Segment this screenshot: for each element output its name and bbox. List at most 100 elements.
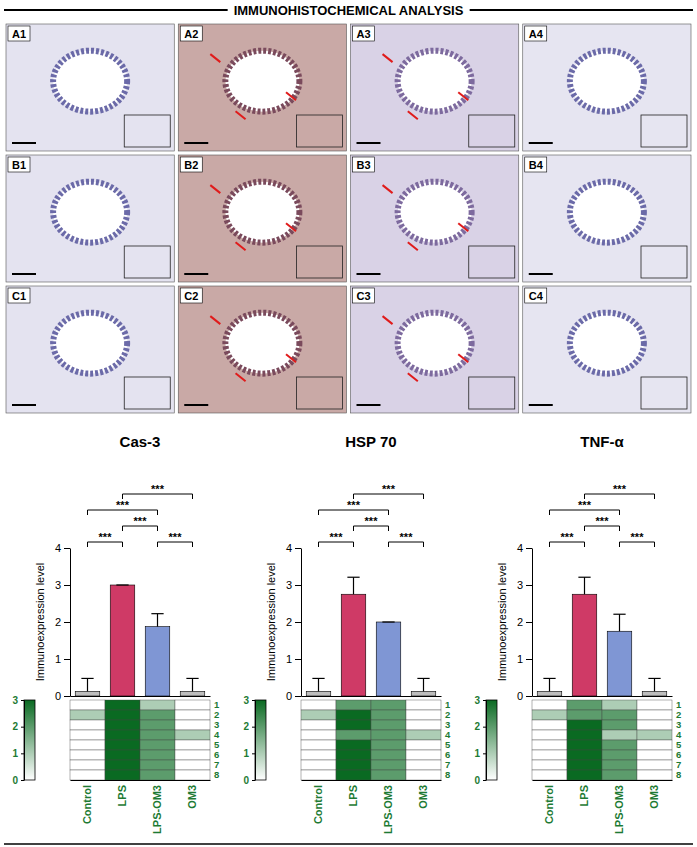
y-tick: 0 <box>517 690 532 702</box>
error-bar <box>417 678 429 691</box>
significance-label: *** <box>400 531 414 543</box>
colorbar-axis-line <box>24 701 25 781</box>
scale-bar <box>184 142 208 144</box>
heatmap-cell <box>336 750 371 760</box>
error-bar <box>613 614 625 631</box>
scale-bar <box>184 273 208 275</box>
category-tick: OM3 <box>417 780 429 809</box>
error-bar <box>543 678 555 691</box>
significance-bracket: *** <box>354 483 424 499</box>
x-axis-line <box>71 696 211 697</box>
colorbar-tick-mark <box>252 727 255 728</box>
significance-label: *** <box>365 515 379 527</box>
micrograph: B4 <box>523 155 691 282</box>
heatmap-cell <box>70 770 105 780</box>
y-axis: 01234 <box>517 542 533 702</box>
panel-label: C2 <box>184 290 198 302</box>
category-tick: Control <box>81 780 93 824</box>
heatmap-cell <box>532 710 567 720</box>
micrograph: A1 <box>6 24 174 151</box>
heatmap-cell <box>70 730 105 740</box>
heatmap-cell <box>602 730 637 740</box>
y-tick-label: 1 <box>286 653 292 665</box>
scale-bar <box>12 273 36 275</box>
y-axis-title: Immunoexpression level <box>265 563 277 682</box>
heatmap-cell <box>301 740 336 750</box>
y-tick-label: 0 <box>286 690 292 702</box>
significance-bracket: *** <box>123 515 158 531</box>
bar <box>145 627 170 696</box>
arrow <box>458 223 468 231</box>
heatmap-cell <box>70 750 105 760</box>
heatmap-cell <box>140 730 175 740</box>
inset <box>641 246 687 278</box>
heatmap-cell <box>175 760 210 770</box>
micrograph: C2 <box>178 286 346 413</box>
x-axis <box>533 696 673 697</box>
bar <box>341 594 366 696</box>
panel-label: B4 <box>529 159 544 171</box>
significance-bracket: *** <box>354 515 389 531</box>
heatmap-cell <box>140 740 175 750</box>
panel-label: C1 <box>12 290 26 302</box>
colorbar-tick: 3 <box>12 695 24 706</box>
panel-label-box <box>180 288 202 303</box>
category-label: LPS-OM3 <box>382 785 394 834</box>
heatmap-cell <box>567 740 602 750</box>
arrow <box>383 54 393 62</box>
heatmap <box>532 700 672 780</box>
micrograph: A3 <box>351 24 519 151</box>
y-tick-mark <box>295 548 301 549</box>
scale-bar <box>529 142 553 144</box>
colorbar-axis: 0123 <box>474 695 486 786</box>
y-tick: 2 <box>55 616 70 628</box>
significance-bracket: *** <box>550 531 585 547</box>
micrograph-image <box>178 24 346 151</box>
inset <box>124 246 170 278</box>
arrow <box>236 373 246 381</box>
y-tick: 4 <box>517 542 532 554</box>
y-tick-label: 3 <box>286 579 292 591</box>
y-tick-label: 0 <box>55 690 61 702</box>
y-tick-mark <box>64 622 70 623</box>
y-tick-label: 2 <box>286 616 292 628</box>
footer-rule <box>4 843 693 845</box>
panel-label: B3 <box>356 159 370 171</box>
y-tick: 0 <box>55 690 70 702</box>
colorbar-tick: 1 <box>12 748 24 759</box>
inset <box>124 377 170 409</box>
heatmap-cell <box>567 720 602 730</box>
heatmap-cell <box>532 770 567 780</box>
heatmap-cell <box>637 720 672 730</box>
heatmap-cell <box>637 710 672 720</box>
scale-bar <box>12 142 36 144</box>
panel-label-box <box>8 288 30 303</box>
colorbar-axis-line <box>255 701 256 781</box>
panel-label-box <box>353 26 375 41</box>
y-tick-mark <box>526 696 532 697</box>
significance-label: *** <box>134 515 148 527</box>
heatmap-row-label: 8 <box>214 769 219 780</box>
error-stem <box>87 678 88 691</box>
category-tick: Control <box>543 780 555 824</box>
heatmap-cell <box>175 730 210 740</box>
colorbar-tick-label: 2 <box>12 721 18 732</box>
plot-marks <box>537 577 667 696</box>
heatmap-cell <box>602 710 637 720</box>
panel-label: A2 <box>184 28 198 40</box>
heatmap-cell <box>406 720 441 730</box>
category-label: OM3 <box>186 785 198 809</box>
heatmap-cell <box>175 770 210 780</box>
micrograph-image <box>6 155 174 282</box>
heatmap-cell <box>532 720 567 730</box>
heatmap-cell <box>105 760 140 770</box>
inset <box>469 115 515 147</box>
y-tick-mark <box>295 622 301 623</box>
inset <box>641 377 687 409</box>
colorbar-tick: 1 <box>474 748 486 759</box>
error-cap <box>382 621 394 622</box>
y-tick-label: 4 <box>286 542 292 554</box>
colorbar-tick-mark <box>252 700 255 701</box>
chart-title: HSP 70 <box>345 433 396 450</box>
y-tick-label: 0 <box>517 690 523 702</box>
